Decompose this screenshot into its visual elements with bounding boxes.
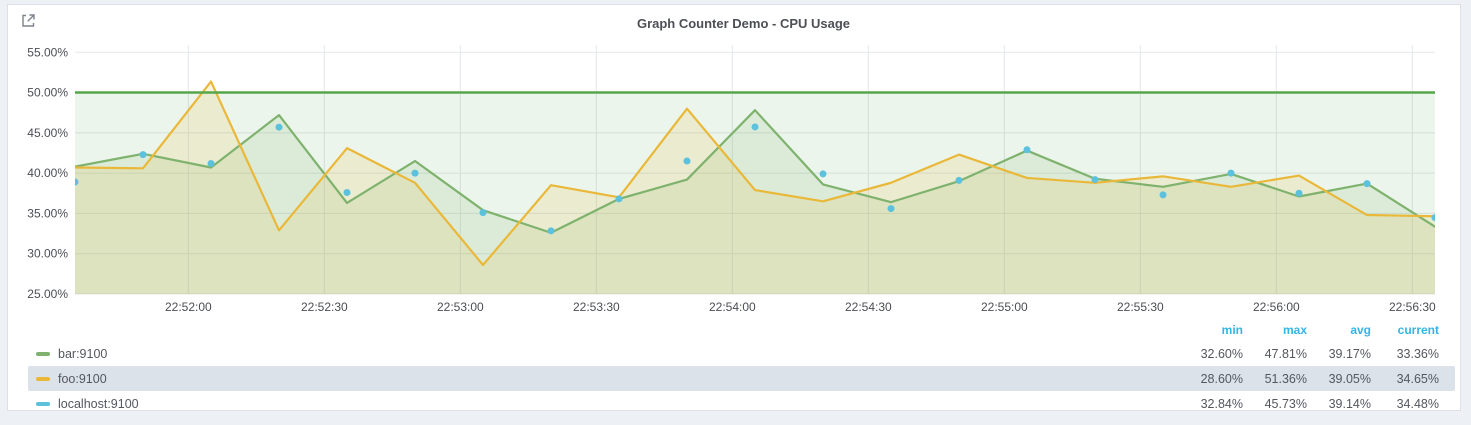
legend-current-value: 34.65% <box>1396 371 1439 386</box>
legend-max-value: 51.36% <box>1264 371 1307 386</box>
legend-row-foo[interactable]: foo:9100 28.60% 51.36% 39.05% 34.65% <box>28 366 1455 391</box>
legend-min-value: 32.84% <box>1200 396 1243 411</box>
graph-panel: Graph Counter Demo - CPU Usage 55.00% 50.… <box>7 4 1461 411</box>
svg-text:30.00%: 30.00% <box>27 247 68 261</box>
legend-avg-value: 39.17% <box>1328 346 1371 361</box>
legend-row-localhost[interactable]: localhost:9100 32.84% 45.73% 39.14% 34.4… <box>28 391 1455 416</box>
legend-header-row: min max avg current <box>28 319 1455 341</box>
legend-avg-value: 39.14% <box>1328 396 1371 411</box>
svg-text:22:55:30: 22:55:30 <box>1117 300 1164 314</box>
series-color-swatch <box>36 351 50 356</box>
legend-row-bar[interactable]: bar:9100 32.60% 47.81% 39.17% 33.36% <box>28 341 1455 366</box>
svg-text:55.00%: 55.00% <box>27 45 68 59</box>
series-color-swatch <box>36 376 50 381</box>
panel-title[interactable]: Graph Counter Demo - CPU Usage <box>636 16 851 31</box>
legend-avg-value: 39.05% <box>1328 371 1371 386</box>
svg-text:40.00%: 40.00% <box>27 166 68 180</box>
svg-text:22:52:00: 22:52:00 <box>165 300 212 314</box>
legend-min-value: 28.60% <box>1200 371 1243 386</box>
legend-series-label: bar:9100 <box>58 346 108 361</box>
legend-max-value: 45.73% <box>1264 396 1307 411</box>
svg-text:22:52:30: 22:52:30 <box>301 300 348 314</box>
legend-series-label: localhost:9100 <box>58 396 139 411</box>
legend-table: min max avg current bar:9100 32.60% 47.8… <box>28 319 1455 416</box>
svg-text:45.00%: 45.00% <box>27 126 68 140</box>
svg-text:22:56:00: 22:56:00 <box>1253 300 1300 314</box>
svg-text:22:53:30: 22:53:30 <box>573 300 620 314</box>
legend-header-max[interactable]: max <box>1282 323 1307 337</box>
legend-series-toggle[interactable]: bar:9100 <box>28 347 1177 361</box>
external-link-icon[interactable] <box>21 13 36 28</box>
svg-text:35.00%: 35.00% <box>27 206 68 220</box>
legend-header-avg[interactable]: avg <box>1350 323 1371 337</box>
legend-series-label: foo:9100 <box>58 371 107 386</box>
svg-text:22:56:30: 22:56:30 <box>1389 300 1436 314</box>
legend-min-value: 32.60% <box>1200 346 1243 361</box>
svg-text:22:54:00: 22:54:00 <box>709 300 756 314</box>
legend-header-current[interactable]: current <box>1397 323 1439 337</box>
svg-text:50.00%: 50.00% <box>27 86 68 100</box>
cpu-usage-graph[interactable]: 55.00% 50.00% 45.00% 40.00% 35.00% 30.00% 25.0… <box>8 5 1471 317</box>
svg-text:22:54:30: 22:54:30 <box>845 300 892 314</box>
svg-text:25.00%: 25.00% <box>27 287 68 301</box>
svg-text:22:53:00: 22:53:00 <box>437 300 484 314</box>
legend-series-toggle[interactable]: foo:9100 <box>28 372 1177 386</box>
legend-current-value: 33.36% <box>1396 346 1439 361</box>
legend-series-toggle[interactable]: localhost:9100 <box>28 397 1177 411</box>
legend-current-value: 34.48% <box>1396 396 1439 411</box>
series-color-swatch <box>36 401 50 406</box>
legend-header-min[interactable]: min <box>1221 323 1243 337</box>
legend-max-value: 47.81% <box>1264 346 1307 361</box>
svg-text:22:55:00: 22:55:00 <box>981 300 1028 314</box>
